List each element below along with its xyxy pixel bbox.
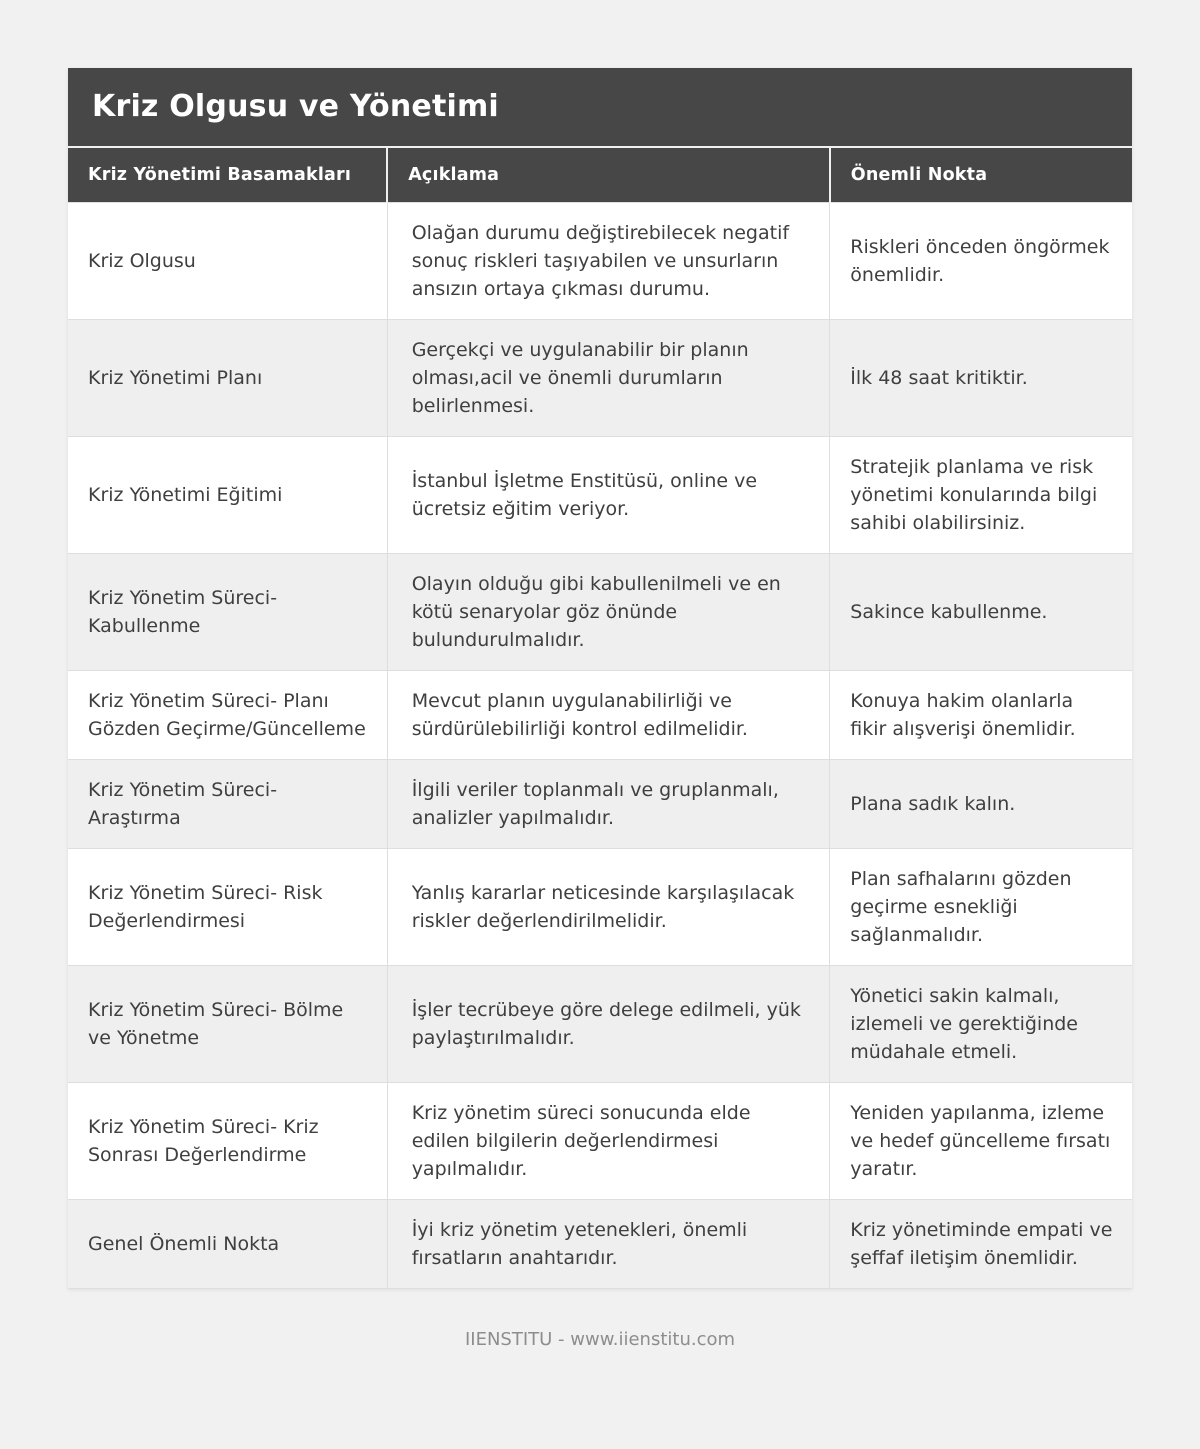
description-cell: Yanlış kararlar neticesinde karşılaşılac… — [386, 848, 831, 966]
point-cell: Riskleri önceden öngörmek önemlidir. — [829, 202, 1132, 320]
step-cell: Kriz Yönetim Süreci- Kabullenme — [68, 553, 388, 671]
crisis-management-table: Kriz Yönetimi Basamakları Açıklama Öneml… — [68, 148, 1132, 1289]
page-title: Kriz Olgusu ve Yönetimi — [68, 68, 1132, 148]
table-row: Genel Önemli Nokta İyi kriz yönetim yeten… — [68, 1199, 1132, 1289]
step-cell: Kriz Yönetim Süreci- Planı Gözden Geçirm… — [68, 670, 388, 760]
column-header-steps: Kriz Yönetimi Basamakları — [68, 148, 388, 203]
crisis-table-card: Kriz Olgusu ve Yönetimi Kriz Yönetimi Ba… — [68, 68, 1132, 1289]
table-row: Kriz Yönetim Süreci- Bölme ve Yönetme İşl… — [68, 965, 1132, 1083]
column-header-point: Önemli Nokta — [828, 148, 1132, 203]
description-cell: İyi kriz yönetim yetenekleri, önemli fır… — [386, 1199, 831, 1289]
description-cell: Kriz yönetim süreci sonucunda elde edile… — [386, 1082, 831, 1200]
table-row: Kriz Yönetimi Eğitimi İstanbul İşletme En… — [68, 436, 1132, 554]
step-cell: Kriz Yönetimi Planı — [68, 319, 388, 437]
point-cell: Sakince kabullenme. — [829, 553, 1132, 671]
step-cell: Kriz Yönetim Süreci- Bölme ve Yönetme — [68, 965, 388, 1083]
footer-credit: IIENSTITU - www.iienstitu.com — [464, 1329, 736, 1350]
description-cell: Olayın olduğu gibi kabullenilmeli ve en … — [386, 553, 831, 671]
description-cell: Olağan durumu değiştirebilecek negatif s… — [386, 202, 831, 320]
page-background: { "header": { "title": "Kriz Olgusu ve Y… — [0, 68, 1200, 1449]
point-cell: Plana sadık kalın. — [829, 759, 1132, 849]
step-cell: Kriz Yönetimi Eğitimi — [68, 436, 388, 554]
point-cell: İlk 48 saat kritiktir. — [829, 319, 1132, 437]
point-cell: Stratejik planlama ve risk yönetimi konu… — [829, 436, 1132, 554]
table-body: Kriz Olgusu Olağan durumu değiştirebilece… — [68, 202, 1132, 1289]
table-row: Kriz Yönetim Süreci- Kriz Sonrası Değerl… — [68, 1082, 1132, 1200]
table-row: Kriz Yönetim Süreci- Planı Gözden Geçirm… — [68, 670, 1132, 760]
column-header-description: Açıklama — [386, 148, 830, 203]
step-cell: Kriz Yönetim Süreci- Kriz Sonrası Değerl… — [68, 1082, 388, 1200]
description-cell: Gerçekçi ve uygulanabilir bir planın olm… — [386, 319, 831, 437]
step-cell: Genel Önemli Nokta — [68, 1199, 388, 1289]
table-row: Kriz Yönetim Süreci- Kabullenme Olayın ol… — [68, 553, 1132, 671]
point-cell: Plan safhalarını gözden geçirme esnekliğ… — [829, 848, 1132, 966]
description-cell: İstanbul İşletme Enstitüsü, online ve üc… — [386, 436, 831, 554]
column-header-row: Kriz Yönetimi Basamakları Açıklama Öneml… — [68, 148, 1132, 203]
description-cell: İlgili veriler toplanmalı ve gruplanmalı… — [386, 759, 831, 849]
point-cell: Kriz yönetiminde empati ve şeffaf iletiş… — [829, 1199, 1132, 1289]
table-row: Kriz Yönetim Süreci- Risk Değerlendirmes… — [68, 848, 1132, 966]
description-cell: Mevcut planın uygulanabilirliği ve sürdü… — [386, 670, 831, 760]
step-cell: Kriz Olgusu — [68, 202, 388, 320]
description-cell: İşler tecrübeye göre delege edilmeli, yü… — [386, 965, 831, 1083]
point-cell: Yönetici sakin kalmalı, izlemeli ve gere… — [829, 965, 1132, 1083]
table-row: Kriz Yönetim Süreci- Araştırma İlgili ver… — [68, 759, 1132, 849]
step-cell: Kriz Yönetim Süreci- Araştırma — [68, 759, 388, 849]
table-row: Kriz Yönetimi Planı Gerçekçi ve uygulanab… — [68, 319, 1132, 437]
point-cell: Konuya hakim olanlarla fikir alışverişi … — [829, 670, 1132, 760]
table-row: Kriz Olgusu Olağan durumu değiştirebilece… — [68, 202, 1132, 320]
point-cell: Yeniden yapılanma, izleme ve hedef günce… — [829, 1082, 1132, 1200]
step-cell: Kriz Yönetim Süreci- Risk Değerlendirmes… — [68, 848, 388, 966]
